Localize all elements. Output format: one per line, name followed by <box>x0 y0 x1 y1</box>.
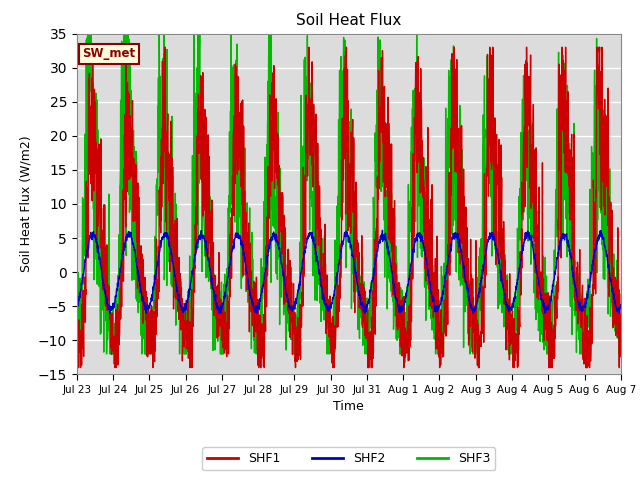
Line: SHF2: SHF2 <box>77 230 621 313</box>
SHF2 <box>73 302 81 308</box>
SHF3 <box>569 274 577 279</box>
SHF1 <box>73 293 81 299</box>
Y-axis label: Soil Heat Flux (W/m2): Soil Heat Flux (W/m2) <box>19 136 32 272</box>
SHF3 <box>584 322 592 327</box>
SHF1 <box>508 312 515 317</box>
Title: Soil Heat Flux: Soil Heat Flux <box>296 13 401 28</box>
SHF2 <box>570 275 577 280</box>
Line: SHF1: SHF1 <box>77 47 621 368</box>
SHF2 <box>508 304 515 310</box>
SHF2 <box>225 268 232 274</box>
SHF3 <box>507 351 515 357</box>
SHF2 <box>365 297 372 303</box>
SHF2 <box>617 302 625 308</box>
X-axis label: Time: Time <box>333 400 364 413</box>
SHF3 <box>225 288 232 293</box>
Text: SW_met: SW_met <box>82 47 136 60</box>
Legend: SHF1, SHF2, SHF3: SHF1, SHF2, SHF3 <box>202 447 495 470</box>
SHF1 <box>365 365 372 371</box>
SHF2 <box>376 233 384 239</box>
SHF3 <box>365 316 372 322</box>
Line: SHF3: SHF3 <box>77 34 621 354</box>
SHF3 <box>617 342 625 348</box>
SHF2 <box>106 310 114 316</box>
SHF2 <box>379 228 387 233</box>
SHF3 <box>84 31 92 36</box>
SHF1 <box>377 104 385 109</box>
SHF1 <box>75 365 83 371</box>
SHF1 <box>570 154 577 160</box>
SHF1 <box>584 340 592 346</box>
SHF1 <box>161 44 169 50</box>
SHF3 <box>376 127 384 133</box>
SHF3 <box>73 351 81 357</box>
SHF1 <box>617 354 625 360</box>
SHF1 <box>225 299 233 304</box>
SHF2 <box>584 288 592 294</box>
